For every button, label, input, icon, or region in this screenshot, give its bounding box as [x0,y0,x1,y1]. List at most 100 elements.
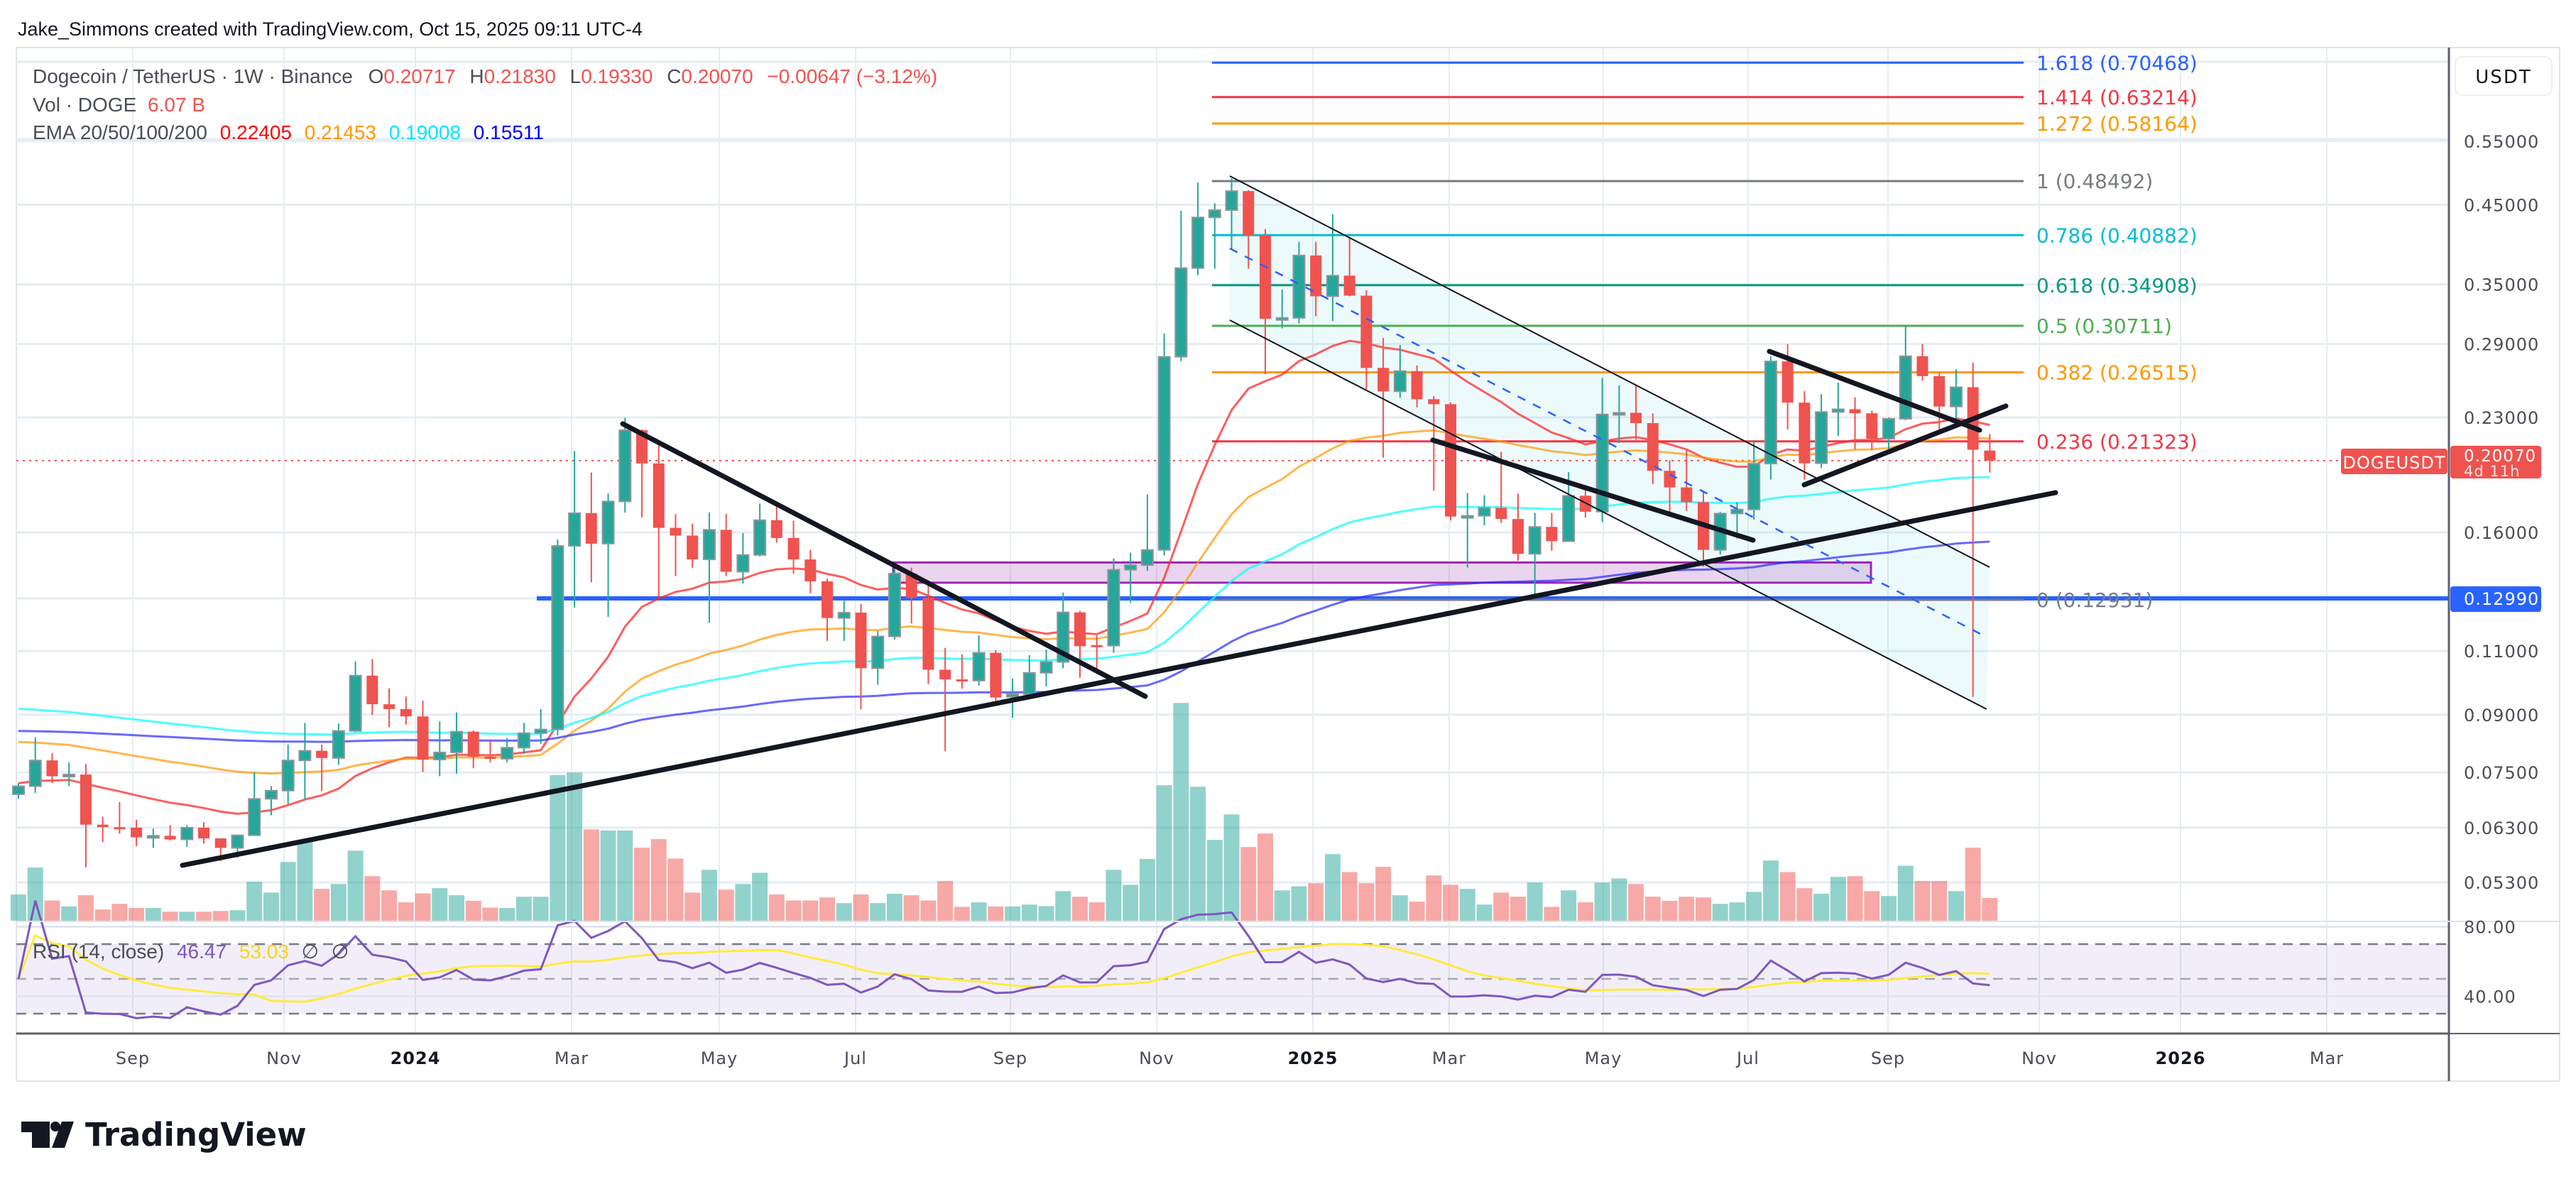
candle[interactable] [618,417,632,513]
candle[interactable] [653,445,665,598]
candle[interactable] [888,564,901,640]
candle[interactable] [1866,410,1878,450]
candle[interactable] [787,520,799,574]
candle[interactable] [1647,413,1659,485]
candle[interactable] [517,723,530,755]
candle[interactable] [1764,356,1777,480]
candle[interactable] [131,819,143,847]
candle[interactable] [1393,344,1407,398]
candle[interactable] [1612,385,1626,444]
candle[interactable] [939,647,951,752]
candle[interactable] [551,539,564,735]
rsi-pane[interactable] [16,900,2449,1019]
candle[interactable] [1243,190,1255,269]
candle[interactable] [316,744,328,791]
candle[interactable] [702,513,716,623]
candle[interactable] [264,786,278,816]
candle[interactable] [972,635,986,686]
candle[interactable] [1933,373,1945,429]
candle[interactable] [990,650,1002,701]
candle[interactable] [417,700,429,772]
candle[interactable] [1260,229,1272,375]
candle[interactable] [1225,178,1238,249]
candle[interactable] [1174,210,1188,361]
channel-lower-line[interactable] [1229,319,1987,710]
candle[interactable] [62,762,76,787]
candle[interactable] [1140,494,1154,571]
candle[interactable] [804,549,817,593]
candle[interactable] [1512,493,1524,561]
candle[interactable] [1546,513,1558,551]
candle[interactable] [1091,635,1103,672]
candle[interactable] [1107,558,1120,653]
candle[interactable] [1815,394,1828,469]
candle[interactable] [1377,338,1390,458]
candle[interactable] [1949,369,1963,422]
legend-ema[interactable]: EMA 20/50/100/200 0.22405 0.21453 0.1900… [33,121,544,143]
candle[interactable] [1411,365,1423,407]
candle[interactable] [922,585,934,684]
candle[interactable] [281,744,295,804]
candle[interactable] [534,708,547,744]
candle[interactable] [1343,236,1355,297]
candle[interactable] [467,730,479,769]
candle[interactable] [97,816,109,843]
candle[interactable] [1326,214,1339,322]
candle[interactable] [28,737,42,794]
candle[interactable] [1579,486,1591,518]
candle[interactable] [114,801,126,834]
candle[interactable] [871,630,885,685]
candle[interactable] [46,753,58,784]
candle[interactable] [1445,402,1457,521]
triangle-lower-trendline[interactable] [1801,403,2009,488]
candle[interactable] [1275,289,1289,329]
candle[interactable] [1208,203,1221,269]
candle[interactable] [956,654,968,689]
channel-inner-trendline[interactable] [1430,437,1756,543]
candle[interactable] [1831,382,1845,436]
candle[interactable] [12,783,25,799]
channel-upper-line[interactable] [1229,175,1990,568]
symbol-name[interactable]: Dogecoin / TetherUS · 1W · Binance [33,65,353,87]
candle[interactable] [1562,472,1576,542]
candle[interactable] [636,429,648,517]
candle[interactable] [1022,654,1036,695]
candle[interactable] [449,712,463,774]
drawings[interactable] [180,175,2058,868]
candle[interactable] [484,740,496,763]
candle[interactable] [1849,397,1861,449]
candle[interactable] [1747,439,1761,520]
candle[interactable] [1799,390,1811,480]
candle[interactable] [298,723,312,799]
candle[interactable] [1360,290,1372,390]
legend-volume[interactable]: Vol · DOGE 6.07 B [33,94,205,116]
candle[interactable] [670,514,682,576]
candle[interactable] [180,825,194,847]
candle[interactable] [855,603,867,710]
candle[interactable] [720,514,732,576]
candle[interactable] [837,601,851,641]
candle[interactable] [1461,493,1474,568]
candle[interactable] [601,493,615,618]
candle[interactable] [501,738,514,763]
candle[interactable] [1074,610,1086,678]
candle[interactable] [248,772,261,836]
candle[interactable] [1292,241,1306,324]
long-support-trendline[interactable] [180,490,2058,868]
candle[interactable] [400,696,412,725]
candle[interactable] [736,532,750,584]
candle[interactable] [1191,182,1205,275]
candle[interactable] [770,506,782,543]
candle[interactable] [332,723,345,765]
triangle-upper-trendline[interactable] [1767,349,1982,433]
support-zone-rect[interactable] [892,561,1872,584]
candle[interactable] [1630,384,1642,440]
candle[interactable] [1124,552,1137,603]
candle[interactable] [231,834,244,858]
tradingview-logo[interactable]: TradingView [21,1116,307,1154]
channel-mid-line[interactable] [1229,247,1987,638]
candle[interactable] [1428,396,1440,491]
candle[interactable] [687,523,699,568]
rsi-legend[interactable]: RSI (14, close) 46.47 53.03 ∅ ∅ [33,941,349,963]
